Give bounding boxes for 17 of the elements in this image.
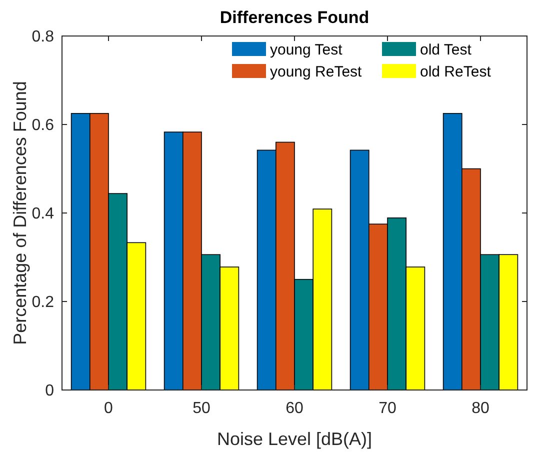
x-tick-label: 0 <box>104 400 114 417</box>
x-tick-label: 50 <box>192 400 210 417</box>
y-tick-label: 0 <box>45 382 54 400</box>
y-tick-label: 0.4 <box>32 206 54 223</box>
y-tick-label: 0.6 <box>32 117 54 134</box>
y-tick-label: 0.8 <box>32 28 54 46</box>
y-axis-title: Percentage of Differences Found <box>10 81 30 345</box>
legend-label: young ReTest <box>270 63 363 80</box>
x-axis-title: Noise Level [dB(A)] <box>216 429 372 449</box>
x-tick-label: 70 <box>378 400 396 417</box>
legend-label: old Test <box>420 41 472 58</box>
y-tick-label: 0.2 <box>32 294 54 312</box>
legend-label: old ReTest <box>420 63 492 80</box>
chart-title: Differences Found <box>220 8 370 27</box>
x-tick-label: 80 <box>472 400 490 417</box>
x-tick-label: 60 <box>286 400 304 417</box>
legend-label: young Test <box>270 41 344 58</box>
